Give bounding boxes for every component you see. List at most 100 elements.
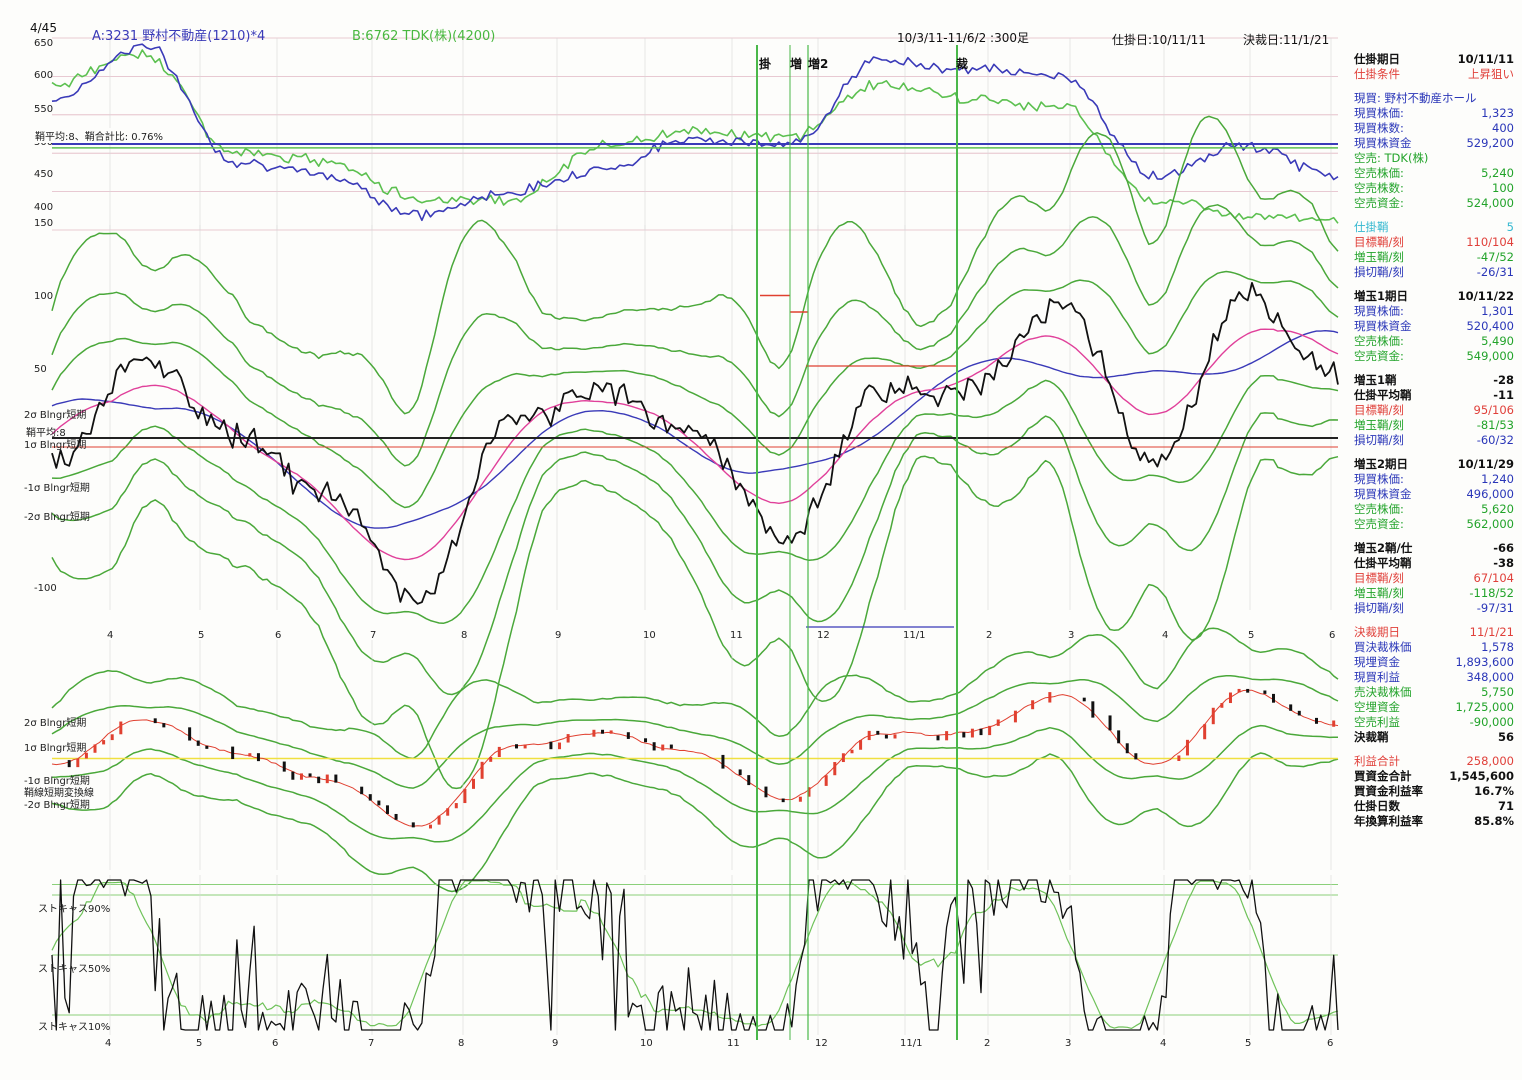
summary-row: 仕掛鞘 5 [1354,220,1514,235]
p4-level-label: ストキャス50% [38,964,111,975]
summary-value: 258,000 [1466,754,1514,768]
summary-value: 5,750 [1481,685,1514,699]
x-tick: 4 [1162,630,1169,641]
summary-key: 空売利益 [1354,715,1400,729]
x-tick: 6 [1327,1038,1334,1049]
summary-key: 空売株価: [1354,334,1404,348]
x-tick: 2 [984,1038,991,1049]
summary-row: 現買株価: 1,301 [1354,304,1514,319]
summary-row: 現買: 野村不動産ホール [1354,91,1514,106]
summary-value: -81/53 [1476,418,1514,432]
summary-value: 1,578 [1481,640,1514,654]
p2-ytick: -100 [34,583,57,594]
summary-value: -118/52 [1469,586,1514,600]
summary-value: 1,725,000 [1455,700,1514,714]
summary-value: 524,000 [1466,196,1514,210]
summary-value: 348,000 [1466,670,1514,684]
summary-key: 現買株資金 [1354,487,1412,501]
x-tick: 5 [1245,1038,1252,1049]
summary-value: 上昇狙い [1468,67,1514,81]
x-tick: 8 [458,1038,465,1049]
summary-row: 増玉鞘/刻 -118/52 [1354,586,1514,601]
summary-key: 現買: 野村不動産ホール [1354,91,1477,105]
p3-band-label: -2σ Blngr短期 [24,800,90,811]
p3-bollinger-band-line [51,752,1339,893]
summary-row: 売決裁株価 5,750 [1354,685,1514,700]
p4-level-label: ストキャス90% [38,904,111,915]
p3-bollinger-band-line [51,724,1339,843]
summary-row: 空売: TDK(株) [1354,151,1514,166]
summary-key: 売決裁株価 [1354,685,1412,699]
x-tick: 4 [107,630,114,641]
summary-row: 決裁鞘 56 [1354,730,1514,745]
summary-value: 11/1/21 [1469,625,1514,639]
summary-key: 目標鞘/刻 [1354,403,1404,417]
summary-row: 利益合計 258,000 [1354,754,1514,769]
summary-value: 100 [1492,181,1514,195]
summary-value: 1,240 [1481,472,1514,486]
summary-key: 空売資金: [1354,349,1404,363]
summary-row: 現買株資金 529,200 [1354,136,1514,151]
stochastic-fast-line [51,879,1339,1031]
bollinger-band-line [51,455,1339,790]
summary-row: 増玉1鞘 -28 [1354,373,1514,388]
summary-key: 空売資金: [1354,517,1404,531]
summary-key: 損切鞘/刻 [1354,601,1404,615]
summary-row: 目標鞘/刻 67/104 [1354,571,1514,586]
summary-row: 空売株価: 5,240 [1354,166,1514,181]
marker-add2: 増2 [808,57,829,71]
summary-key: 現買株価: [1354,304,1404,318]
summary-key: 買資金利益率 [1354,784,1423,798]
summary-key: 仕掛期日 [1354,52,1400,66]
summary-row: 買決裁株価 1,578 [1354,640,1514,655]
x-tick: 11 [727,1038,740,1049]
p1-ytick: 450 [34,169,54,180]
summary-value: 85.8% [1474,814,1514,828]
summary-row: 空売利益 -90,000 [1354,715,1514,730]
summary-value: 110/104 [1466,235,1514,249]
series-b-label: B:6762 TDK(株)(4200) [352,29,496,44]
summary-key: 現買利益 [1354,670,1400,684]
x-tick: 5 [1248,630,1255,641]
x-tick: 11/1 [900,1038,923,1049]
chart-count: 4/45 [30,21,57,35]
summary-key: 増玉鞘/刻 [1354,586,1404,600]
summary-row: 増玉鞘/刻 -81/53 [1354,418,1514,433]
summary-value: -60/32 [1476,433,1514,447]
x-tick: 9 [555,630,562,641]
x-tick: 7 [368,1038,375,1049]
summary-value: 10/11/22 [1457,289,1514,303]
summary-key: 仕掛日数 [1354,799,1400,813]
x-tick: 11/1 [903,630,926,641]
summary-key: 空売株価: [1354,502,1404,516]
x-tick: 6 [272,1038,279,1049]
short-average-line [51,328,1339,561]
summary-key: 現埋資金 [1354,655,1400,669]
x-tick: 4 [1160,1038,1167,1049]
summary-row: 目標鞘/刻 110/104 [1354,235,1514,250]
p1-annotation: 鞘平均:8、鞘合計比: 0.76% [35,128,164,143]
summary-key: 仕掛鞘 [1354,220,1389,234]
summary-value: 520,400 [1466,319,1514,333]
summary-value: 1,323 [1481,106,1514,120]
summary-row: 増玉1期日 10/11/22 [1354,289,1514,304]
summary-key: 決裁鞘 [1354,730,1389,744]
summary-row: 空埋資金 1,725,000 [1354,700,1514,715]
summary-row: 仕掛日数 71 [1354,799,1514,814]
stochastic-slow-line [51,879,1339,1029]
summary-row: 仕掛期日 10/11/11 [1354,52,1514,67]
x-tick: 12 [817,630,830,641]
summary-key: 空埋資金 [1354,700,1400,714]
summary-value: -38 [1493,556,1514,570]
summary-row: 空売株数: 100 [1354,181,1514,196]
marker-settle: 裁 [956,57,969,71]
x-tick: 3 [1068,630,1075,641]
x-tick: 3 [1065,1038,1072,1049]
summary-row: 増玉2期日 10/11/29 [1354,457,1514,472]
x-tick: 7 [370,630,377,641]
summary-value: 400 [1492,121,1514,135]
summary-row: 現買株価: 1,240 [1354,472,1514,487]
bollinger-band-line [51,204,1339,467]
summary-key: 空売株数: [1354,181,1404,195]
summary-row: 損切鞘/刻 -97/31 [1354,601,1514,616]
